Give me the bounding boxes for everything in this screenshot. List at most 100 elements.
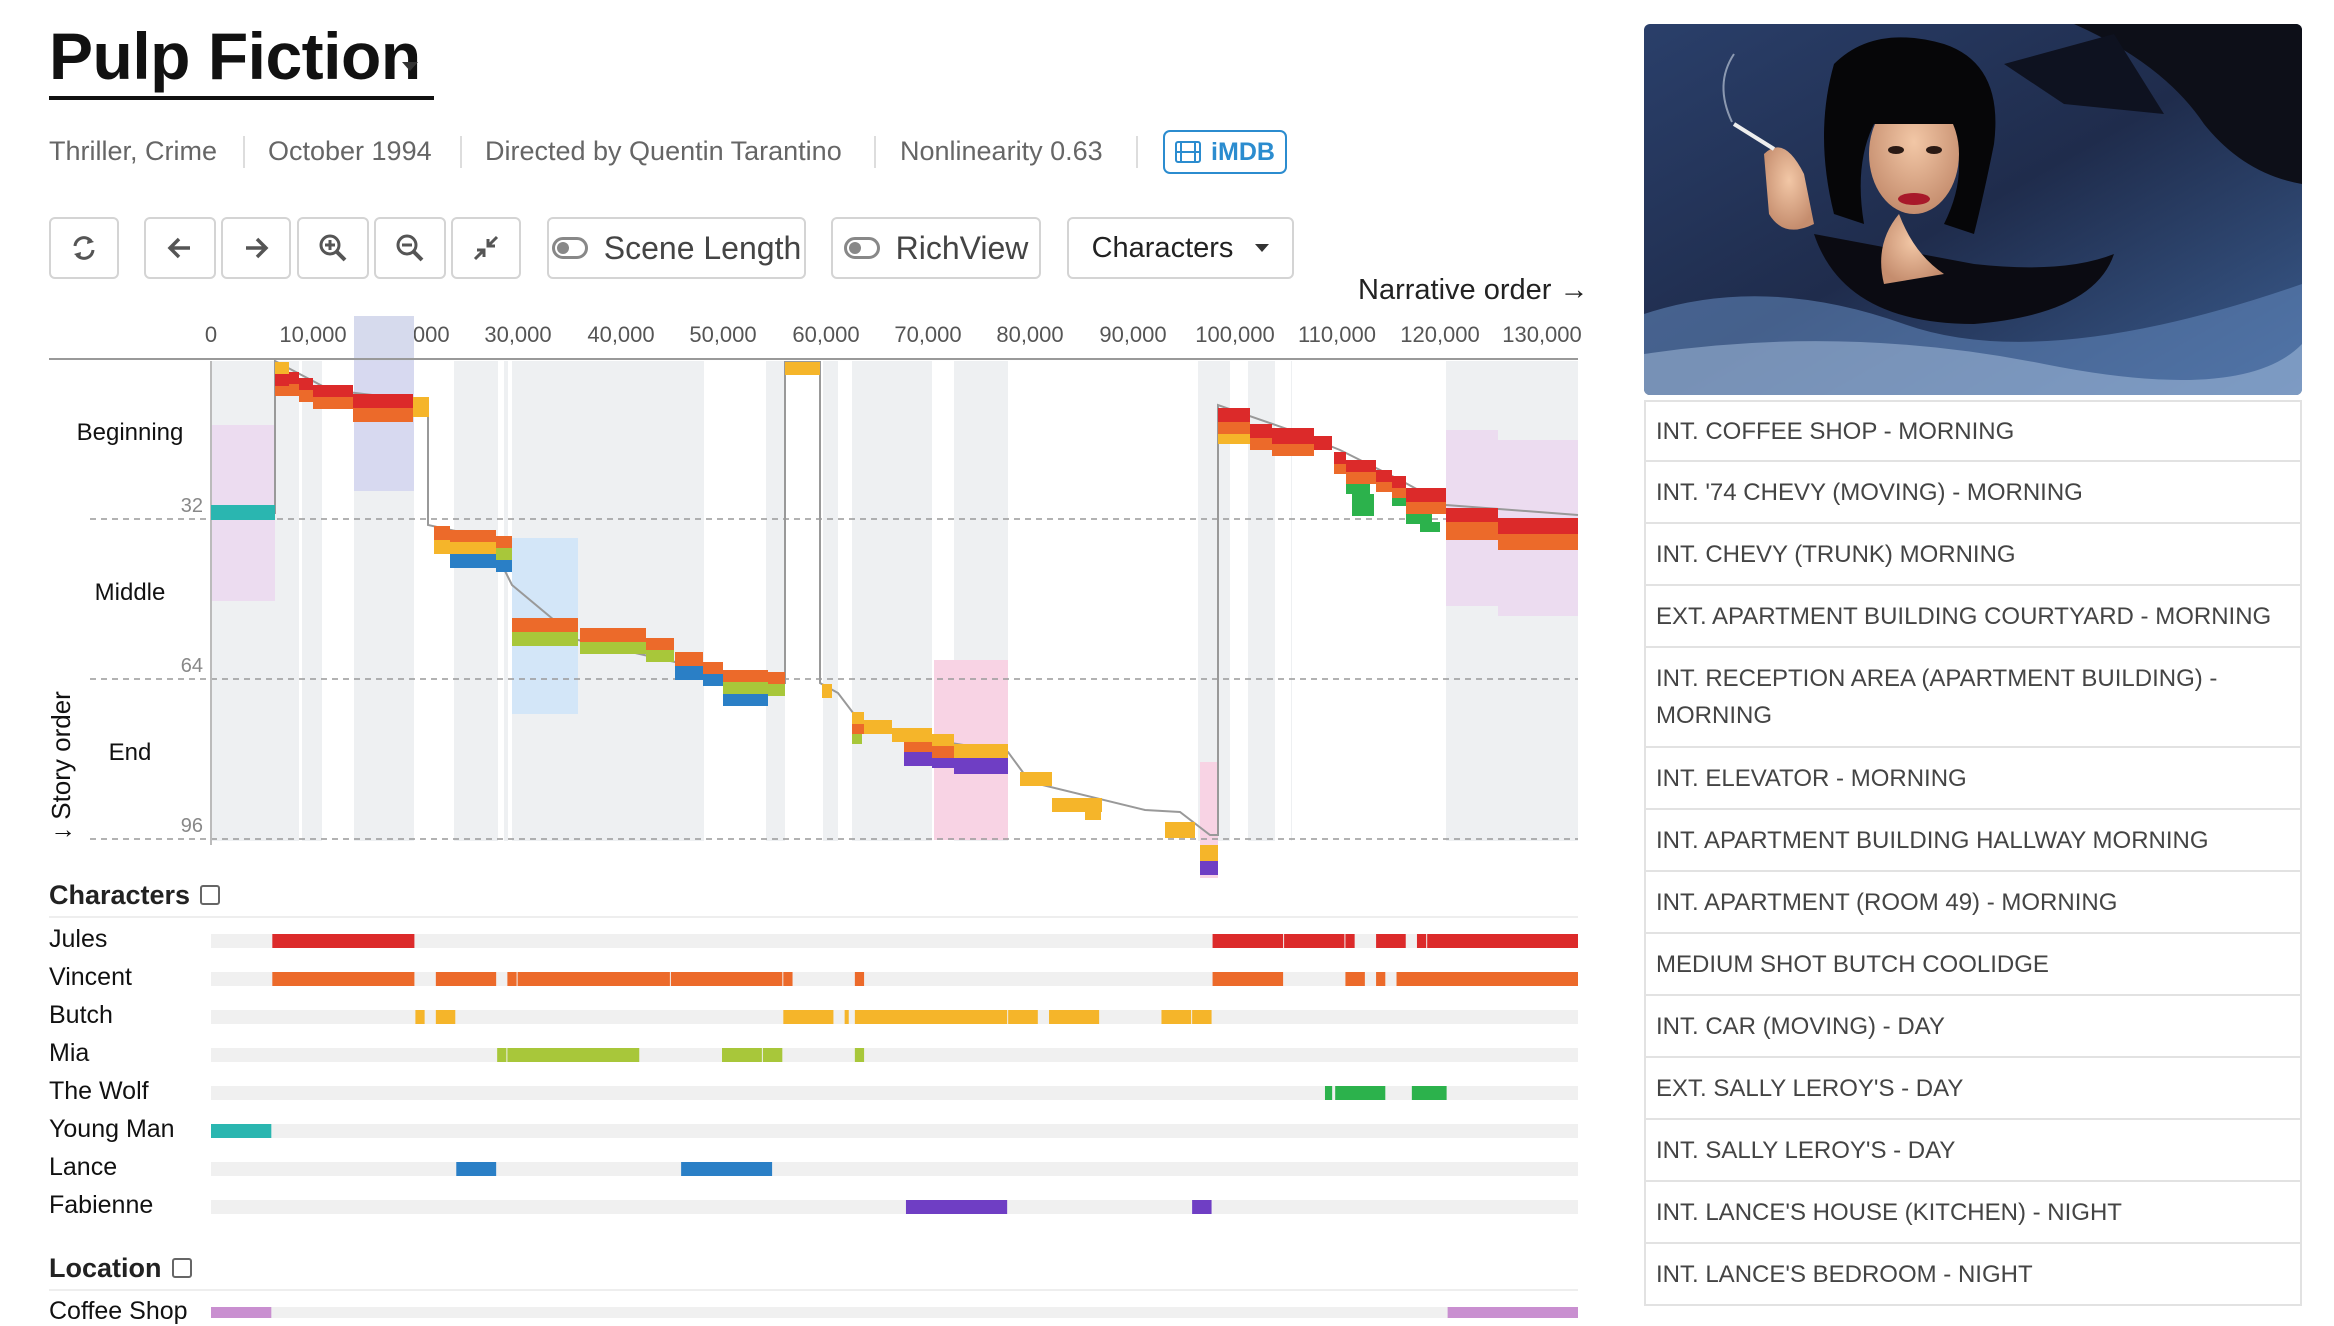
track-segment[interactable] (1447, 1307, 1578, 1318)
track-segment[interactable] (905, 1200, 1008, 1214)
zoom-out-button[interactable] (374, 217, 446, 279)
track-segment[interactable] (1284, 934, 1345, 948)
release-date: October 1994 (268, 136, 432, 166)
scene-item[interactable]: INT. LANCE'S HOUSE (KITCHEN) - NIGHT (1644, 1182, 2302, 1244)
track-segment[interactable] (1376, 934, 1406, 948)
track-segment[interactable] (1008, 1010, 1038, 1024)
scene-item[interactable]: INT. CHEVY (TRUNK) MORNING (1644, 524, 2302, 586)
arrow-right-icon (246, 237, 269, 259)
scene-item[interactable]: INT. ELEVATOR - MORNING (1644, 748, 2302, 810)
imdb-link[interactable]: iMDB (1163, 130, 1287, 174)
track-segment[interactable] (854, 972, 865, 986)
scene-length-label: Scene Length (603, 229, 802, 266)
story-bands (211, 362, 1578, 875)
track-segment[interactable] (272, 934, 415, 948)
track-segment[interactable] (1192, 1200, 1212, 1214)
refresh-button[interactable] (49, 217, 119, 279)
scene-length-toggle[interactable]: Scene Length (547, 217, 806, 279)
track-background (211, 934, 1578, 948)
track-segment[interactable] (1335, 1086, 1386, 1100)
divider (874, 136, 876, 168)
x-tick-label: 80,000 (996, 322, 1063, 347)
movie-title[interactable]: Pulp Fiction (49, 19, 421, 93)
scene-item[interactable]: EXT. SALLY LEROY'S - DAY (1644, 1058, 2302, 1120)
scene-item[interactable]: INT. CAR (MOVING) - DAY (1644, 996, 2302, 1058)
location-section-header[interactable]: Location (49, 1253, 192, 1284)
scene-item[interactable]: INT. COFFEE SHOP - MORNING (1644, 400, 2302, 462)
divider (49, 1289, 1578, 1291)
scene-item[interactable]: EXT. APARTMENT BUILDING COURTYARD - MORN… (1644, 586, 2302, 648)
location-section-label: Location (49, 1253, 162, 1283)
track-segment[interactable] (507, 1048, 640, 1062)
character-name-the-wolf: The Wolf (49, 1077, 149, 1105)
track-segment[interactable] (1212, 972, 1284, 986)
track-segment[interactable] (783, 972, 793, 986)
scene-item[interactable]: INT. SALLY LEROY'S - DAY (1644, 1120, 2302, 1182)
track-segment[interactable] (1396, 972, 1578, 986)
narrative-chart[interactable]: 0 10,000 20,000 30,000 40,000 50,000 60,… (0, 300, 1600, 890)
x-tick-label: 50,000 (689, 322, 756, 347)
character-timeline-tracks[interactable] (0, 915, 1600, 1235)
scene-item[interactable]: INT. LANCE'S BEDROOM - NIGHT (1644, 1244, 2302, 1306)
track-segment[interactable] (844, 1010, 849, 1024)
divider (49, 916, 1578, 918)
track-segment[interactable] (211, 1307, 272, 1318)
track-segment[interactable] (854, 1048, 865, 1062)
characters-dropdown[interactable]: Characters (1067, 217, 1294, 279)
track-segment[interactable] (1345, 934, 1355, 948)
movie-poster-image (1644, 24, 2302, 395)
track-segment[interactable] (1192, 1010, 1212, 1024)
divider (460, 136, 462, 168)
back-button[interactable] (144, 217, 216, 279)
track-segment[interactable] (435, 1010, 456, 1024)
track-background (211, 1162, 1578, 1176)
location-timeline-tracks[interactable] (0, 1290, 1600, 1318)
track-background (211, 1048, 1578, 1062)
scene-item[interactable]: INT. APARTMENT BUILDING HALLWAY MORNING (1644, 810, 2302, 872)
track-segment[interactable] (456, 1162, 497, 1176)
caret-down-icon (1255, 244, 1270, 252)
zoom-in-button[interactable] (297, 217, 369, 279)
x-tick-label: 120,000 (1400, 322, 1480, 347)
scene-item[interactable]: INT. APARTMENT (ROOM 49) - MORNING (1644, 872, 2302, 934)
collapse-icon (473, 235, 499, 261)
track-segment[interactable] (1416, 934, 1427, 948)
track-segment[interactable] (783, 1010, 834, 1024)
x-tick-label: 60,000 (792, 322, 859, 347)
scene-item[interactable]: MEDIUM SHOT BUTCH COOLIDGE (1644, 934, 2302, 996)
track-segment[interactable] (415, 1010, 425, 1024)
x-tick-label: 30,000 (484, 322, 551, 347)
track-segment[interactable] (670, 972, 783, 986)
characters-section-header[interactable]: Characters (49, 880, 221, 911)
track-segment[interactable] (1411, 1086, 1447, 1100)
track-segment[interactable] (517, 972, 670, 986)
track-segment[interactable] (722, 1048, 762, 1062)
track-segment[interactable] (681, 1162, 773, 1176)
track-background (211, 1086, 1578, 1100)
track-segment[interactable] (272, 972, 415, 986)
scene-item[interactable]: INT. RECEPTION AREA (APARTMENT BUILDING)… (1644, 648, 2302, 748)
track-segment[interactable] (497, 1048, 507, 1062)
forward-button[interactable] (221, 217, 291, 279)
track-segment[interactable] (1427, 934, 1578, 948)
track-segment[interactable] (854, 1010, 1008, 1024)
scene-list: INT. COFFEE SHOP - MORNING INT. '74 CHEV… (1644, 400, 2302, 1306)
track-segment[interactable] (1049, 1010, 1100, 1024)
richview-toggle[interactable]: RichView (831, 217, 1041, 279)
characters-checkbox[interactable] (200, 885, 221, 905)
track-segment[interactable] (1161, 1010, 1192, 1024)
track-segment[interactable] (1324, 1086, 1333, 1100)
scene-item[interactable]: INT. '74 CHEVY (MOVING) - MORNING (1644, 462, 2302, 524)
track-segment[interactable] (762, 1048, 783, 1062)
track-background (211, 1307, 1578, 1318)
track-segment[interactable] (211, 1124, 272, 1138)
y-axis-label: ↓ Story order (46, 691, 76, 840)
location-checkbox[interactable] (171, 1258, 192, 1278)
track-segment[interactable] (1345, 972, 1365, 986)
track-segment[interactable] (1212, 934, 1284, 948)
title-dropdown-caret-icon[interactable] (402, 62, 418, 71)
collapse-button[interactable] (451, 217, 521, 279)
track-segment[interactable] (1376, 972, 1386, 986)
track-segment[interactable] (435, 972, 497, 986)
track-segment[interactable] (507, 972, 517, 986)
